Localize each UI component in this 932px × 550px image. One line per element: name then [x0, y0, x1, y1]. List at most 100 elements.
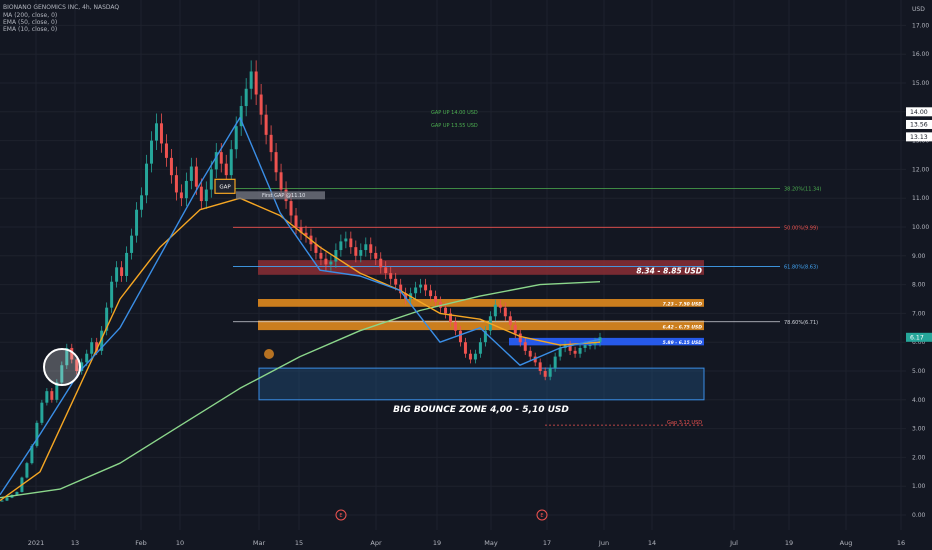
- time-tick-label: 17: [543, 539, 551, 547]
- candle-body: [573, 350, 577, 354]
- candle-body: [444, 307, 448, 314]
- candle-body: [164, 143, 168, 158]
- candle-body: [90, 342, 94, 354]
- candle-body: [374, 252, 378, 259]
- gap-low-label: Gap 3,12 USD: [667, 420, 702, 426]
- time-axis[interactable]: 2021 13 Feb 10 Mar 15 Apr 19 May 17 Jun 14 Jul 19 Aug 1…: [28, 539, 905, 547]
- candle-body: [299, 227, 303, 233]
- price-badge: [906, 332, 932, 342]
- fib-label: 38.20%(11.34): [784, 186, 821, 192]
- price-tick-label: 8.00: [912, 282, 926, 289]
- earnings-marker-label: E: [540, 513, 543, 519]
- candle-body: [5, 497, 9, 501]
- candle-body: [169, 157, 173, 176]
- candle-body: [184, 180, 188, 199]
- candle-body: [70, 347, 74, 360]
- price-axis[interactable]: USD 0.00 1.00 2.00 3.00 4.00 5.00 6.00 7.00 8.00…: [912, 6, 929, 519]
- candle-body: [518, 333, 522, 343]
- candle-body: [234, 126, 238, 150]
- candle-body: [434, 296, 438, 302]
- indicator-lines: [0, 116, 601, 502]
- candle-body: [154, 123, 158, 141]
- zone-rect: [258, 299, 704, 307]
- candle-body: [473, 353, 477, 360]
- candle-body: [229, 149, 233, 176]
- candle-body: [334, 250, 338, 262]
- candle-body: [588, 345, 592, 347]
- candle-body: [0, 500, 4, 502]
- candle-body: [548, 368, 552, 377]
- zone-rect: [509, 337, 704, 346]
- candle-body: [344, 238, 348, 242]
- candle-body: [50, 391, 54, 400]
- gap-box-label: GAP: [219, 184, 231, 190]
- price-tick-label: 0.00: [912, 512, 926, 519]
- candle-body: [179, 192, 183, 199]
- candle-body: [125, 252, 129, 276]
- candle-body: [135, 209, 139, 236]
- candle-body: [319, 252, 323, 259]
- candle-body: [314, 244, 318, 253]
- earnings-marker[interactable]: [536, 509, 548, 521]
- price-badge: [906, 132, 932, 142]
- candle-body: [65, 347, 69, 366]
- candle-body: [543, 371, 547, 377]
- earnings-marker[interactable]: [335, 509, 347, 521]
- candle-body: [140, 195, 144, 210]
- candle-body: [384, 267, 388, 274]
- zone-label: 8.34 - 8.85 USD: [636, 266, 702, 275]
- candle-body: [593, 342, 597, 346]
- candle-body: [45, 391, 49, 403]
- candle-body: [145, 163, 149, 196]
- candle-body: [503, 307, 507, 317]
- time-tick-label: Aug: [840, 539, 853, 547]
- price-badge: [906, 107, 932, 117]
- candle-body: [533, 356, 537, 363]
- candle-body: [174, 175, 178, 193]
- candle-body: [264, 114, 268, 135]
- candle-body: [75, 359, 79, 371]
- symbol-title: BIONANO GENOMICS INC, 4h, NASDAQ: [3, 4, 120, 11]
- price-tick-label: 10.00: [912, 224, 929, 231]
- candle-body: [150, 140, 153, 164]
- candle-body: [558, 347, 562, 357]
- candle-body: [578, 347, 582, 354]
- candle-body: [30, 445, 34, 464]
- zone-label: 7.23 - 7.50 USD: [663, 301, 703, 307]
- time-tick-label: 16: [897, 539, 905, 547]
- price-badge-label: 6.17: [910, 335, 924, 342]
- candle-body: [100, 330, 104, 351]
- candle-body: [95, 342, 99, 351]
- price-tick-label: 5.00: [912, 368, 926, 375]
- ema10-line: [0, 116, 601, 496]
- price-tick-label: 6.00: [912, 339, 926, 346]
- price-tick-label: 16.00: [912, 51, 929, 58]
- indicator-ema10[interactable]: EMA (10, close, 0): [3, 26, 58, 33]
- candle-body: [463, 342, 467, 354]
- time-tick-label: 19: [433, 539, 441, 547]
- candle-body: [458, 330, 462, 343]
- price-badge-label: 13.56: [910, 122, 928, 129]
- candle-body: [244, 88, 248, 107]
- ema50-line: [0, 197, 601, 502]
- candle-body: [394, 278, 398, 285]
- candle-body: [239, 106, 243, 127]
- price-tick-label: 12.00: [912, 166, 929, 173]
- candle-body: [259, 94, 263, 115]
- price-tick-label: 7.00: [912, 310, 926, 317]
- indicator-ema50[interactable]: EMA (50, close, 0): [3, 19, 58, 26]
- candle-body: [110, 281, 114, 308]
- candle-body: [553, 356, 557, 369]
- candle-body: [478, 342, 482, 354]
- indicator-ma200[interactable]: MA (200, close, 0): [3, 12, 58, 19]
- candle-body: [204, 189, 208, 202]
- candle-body: [159, 123, 163, 144]
- fib-label: 50.00%(9.99): [784, 225, 818, 231]
- time-tick-label: Mar: [253, 539, 266, 547]
- candle-body: [419, 284, 423, 288]
- candle-body: [449, 313, 452, 323]
- candle-body: [55, 382, 59, 400]
- candle-body: [40, 402, 44, 423]
- candle-body: [528, 350, 532, 357]
